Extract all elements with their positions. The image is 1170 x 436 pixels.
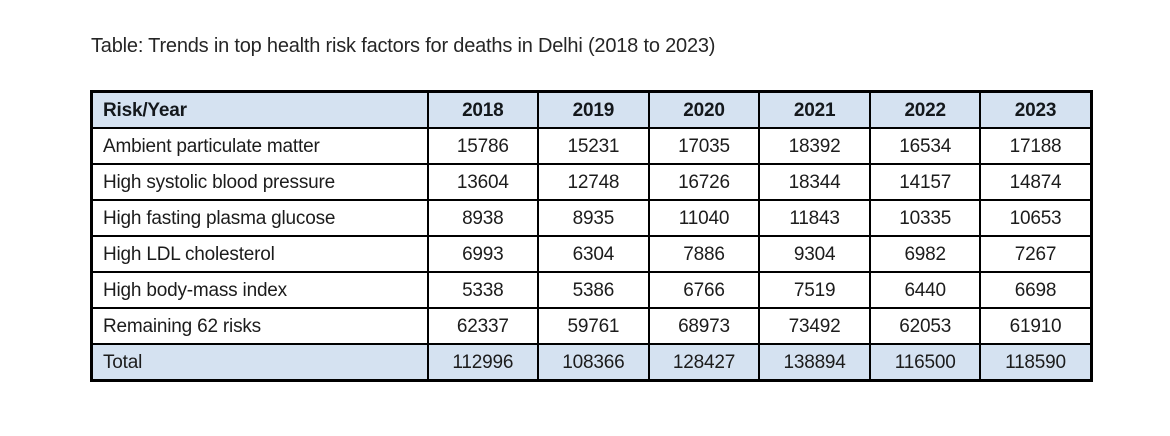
table-row: High fasting plasma glucose 8938 8935 11… bbox=[90, 199, 1093, 237]
column-header-2021: 2021 bbox=[758, 90, 871, 129]
value-cell: 7267 bbox=[979, 235, 1093, 273]
value-cell: 15786 bbox=[426, 127, 540, 165]
value-cell: 62053 bbox=[868, 307, 982, 345]
value-cell: 12748 bbox=[537, 163, 650, 201]
table-row: High body-mass index 5338 5386 6766 7519… bbox=[90, 271, 1093, 309]
table-row: Ambient particulate matter 15786 15231 1… bbox=[90, 127, 1093, 165]
value-cell: 6993 bbox=[426, 235, 540, 273]
column-header-risk-year: Risk/Year bbox=[90, 90, 429, 129]
value-cell: 68973 bbox=[647, 307, 761, 345]
total-value-cell: 112996 bbox=[426, 343, 540, 382]
row-label: High body-mass index bbox=[90, 271, 429, 309]
table-row: Remaining 62 risks 62337 59761 68973 734… bbox=[90, 307, 1093, 345]
total-row-label: Total bbox=[90, 343, 429, 382]
table-title: Table: Trends in top health risk factors… bbox=[91, 35, 716, 57]
row-label: Ambient particulate matter bbox=[90, 127, 429, 165]
health-risk-table: Risk/Year 2018 2019 2020 2021 2022 2023 … bbox=[90, 90, 1093, 382]
total-value-cell: 138894 bbox=[758, 343, 871, 382]
total-row: Total 112996 108366 128427 138894 116500… bbox=[90, 343, 1093, 382]
value-cell: 11843 bbox=[758, 199, 871, 237]
value-cell: 8935 bbox=[537, 199, 650, 237]
value-cell: 10335 bbox=[868, 199, 982, 237]
value-cell: 14157 bbox=[868, 163, 982, 201]
row-label: High LDL cholesterol bbox=[90, 235, 429, 273]
value-cell: 62337 bbox=[426, 307, 540, 345]
column-header-2022: 2022 bbox=[868, 90, 982, 129]
value-cell: 16534 bbox=[868, 127, 982, 165]
value-cell: 18392 bbox=[758, 127, 871, 165]
column-header-2023: 2023 bbox=[979, 90, 1093, 129]
total-value-cell: 116500 bbox=[868, 343, 982, 382]
header-row: Risk/Year 2018 2019 2020 2021 2022 2023 bbox=[90, 90, 1093, 129]
value-cell: 5386 bbox=[537, 271, 650, 309]
value-cell: 73492 bbox=[758, 307, 871, 345]
column-header-2019: 2019 bbox=[537, 90, 650, 129]
row-label: Remaining 62 risks bbox=[90, 307, 429, 345]
value-cell: 17035 bbox=[647, 127, 761, 165]
table-row: High LDL cholesterol 6993 6304 7886 9304… bbox=[90, 235, 1093, 273]
value-cell: 6698 bbox=[979, 271, 1093, 309]
value-cell: 11040 bbox=[647, 199, 761, 237]
row-label: High systolic blood pressure bbox=[90, 163, 429, 201]
table-row: High systolic blood pressure 13604 12748… bbox=[90, 163, 1093, 201]
value-cell: 61910 bbox=[979, 307, 1093, 345]
total-value-cell: 108366 bbox=[537, 343, 650, 382]
value-cell: 6766 bbox=[647, 271, 761, 309]
value-cell: 6440 bbox=[868, 271, 982, 309]
value-cell: 8938 bbox=[426, 199, 540, 237]
value-cell: 6304 bbox=[537, 235, 650, 273]
value-cell: 59761 bbox=[537, 307, 650, 345]
value-cell: 9304 bbox=[758, 235, 871, 273]
column-header-2020: 2020 bbox=[647, 90, 761, 129]
value-cell: 7519 bbox=[758, 271, 871, 309]
value-cell: 6982 bbox=[868, 235, 982, 273]
value-cell: 17188 bbox=[979, 127, 1093, 165]
total-value-cell: 118590 bbox=[979, 343, 1093, 382]
column-header-2018: 2018 bbox=[426, 90, 540, 129]
value-cell: 5338 bbox=[426, 271, 540, 309]
value-cell: 7886 bbox=[647, 235, 761, 273]
value-cell: 18344 bbox=[758, 163, 871, 201]
value-cell: 16726 bbox=[647, 163, 761, 201]
row-label: High fasting plasma glucose bbox=[90, 199, 429, 237]
value-cell: 14874 bbox=[979, 163, 1093, 201]
value-cell: 15231 bbox=[537, 127, 650, 165]
total-value-cell: 128427 bbox=[647, 343, 761, 382]
value-cell: 13604 bbox=[426, 163, 540, 201]
value-cell: 10653 bbox=[979, 199, 1093, 237]
